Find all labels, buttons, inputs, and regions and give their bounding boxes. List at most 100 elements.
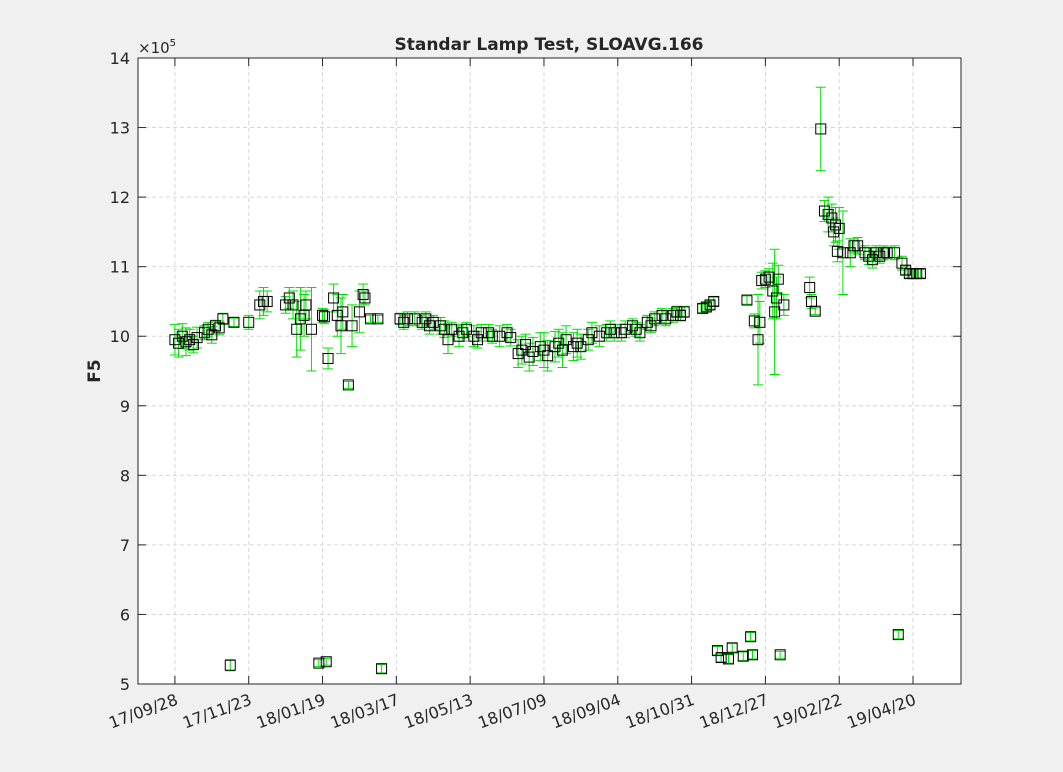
data-point: [516, 344, 528, 356]
data-point: [809, 305, 821, 317]
data-point: [601, 327, 613, 339]
errorbar: [775, 650, 786, 659]
data-point: [571, 337, 583, 349]
data-point: [586, 327, 598, 339]
y-tick-label: 10: [110, 327, 130, 346]
data-point: [763, 271, 775, 283]
data-point: [770, 292, 782, 304]
y-axis-label: F5: [85, 359, 105, 382]
errorbar: [192, 326, 203, 349]
data-point: [173, 337, 185, 349]
x-tick-label: 18/03/17: [328, 690, 402, 732]
data-point: [874, 250, 886, 262]
data-point: [804, 282, 816, 294]
data-point: [896, 257, 908, 269]
data-point: [826, 212, 838, 224]
x-tick-label: 17/11/23: [180, 690, 254, 732]
data-point: [353, 306, 365, 318]
data-point: [619, 323, 631, 335]
data-point: [342, 379, 354, 391]
data-point: [335, 320, 347, 332]
data-point: [708, 295, 720, 307]
data-point: [704, 299, 716, 311]
data-point: [486, 330, 498, 342]
data-point: [697, 302, 709, 314]
errorbar: [769, 248, 780, 375]
data-point: [224, 659, 236, 671]
data-point: [754, 316, 766, 328]
errorbar: [915, 268, 926, 279]
y-multiplier-exponent: 5: [170, 38, 176, 49]
chart-title: Standar Lamp Test, SLOAVG.166: [394, 35, 703, 55]
errorbar: [376, 664, 387, 674]
data-point: [645, 320, 657, 332]
errorbar: [893, 629, 904, 640]
data-point: [870, 247, 882, 259]
data-point: [815, 123, 827, 135]
data-point: [837, 247, 849, 259]
data-point: [649, 313, 661, 325]
data-point: [560, 334, 572, 346]
errorbar: [810, 307, 821, 316]
errorbar: [323, 347, 334, 370]
data-point: [715, 652, 727, 664]
x-tick-label: 19/04/20: [844, 690, 918, 732]
data-point: [210, 320, 222, 332]
errorbar: [586, 321, 597, 344]
errorbar: [228, 317, 239, 327]
data-point: [427, 316, 439, 328]
data-point: [457, 327, 469, 339]
data-point: [756, 275, 768, 287]
data-point: [748, 315, 760, 327]
data-point: [726, 642, 738, 654]
data-point: [608, 327, 620, 339]
data-point: [337, 306, 349, 318]
x-tick-label: 18/12/27: [697, 690, 771, 732]
data-point: [376, 663, 388, 675]
data-point: [359, 292, 371, 304]
data-point: [206, 329, 218, 341]
data-point: [567, 341, 579, 353]
data-point: [859, 247, 871, 259]
y-multiplier-base: ×10: [138, 39, 170, 57]
errorbar: [708, 296, 719, 307]
data-point: [401, 313, 413, 325]
data-point: [759, 273, 771, 285]
y-tick-label: 7: [120, 536, 130, 555]
errorbar: [716, 652, 727, 663]
data-point: [656, 309, 668, 321]
data-point: [892, 629, 904, 641]
data-point: [512, 348, 524, 360]
errorbar: [262, 290, 273, 313]
data-point: [881, 247, 893, 259]
data-point: [280, 299, 292, 311]
x-tick-label: 18/05/13: [401, 690, 475, 732]
data-point: [243, 316, 255, 328]
data-point: [667, 309, 679, 321]
data-point: [213, 322, 225, 334]
y-axis-multiplier: ×105: [138, 38, 176, 57]
data-point: [287, 299, 299, 311]
data-point: [889, 247, 901, 259]
data-point: [365, 313, 377, 325]
data-point: [346, 320, 358, 332]
errorbar: [753, 293, 764, 386]
errorbar: [306, 287, 317, 372]
data-point: [187, 339, 199, 351]
data-point: [420, 313, 432, 325]
data-point: [322, 352, 334, 364]
y-tick-label: 11: [110, 258, 130, 277]
data-point: [300, 299, 312, 311]
data-point: [615, 327, 627, 339]
errorbar: [372, 314, 383, 323]
errorbar: [527, 337, 538, 366]
data-point: [534, 341, 546, 353]
x-tick-label: 18/10/31: [623, 690, 697, 732]
data-point: [320, 656, 332, 668]
errorbar: [852, 236, 863, 255]
data-point: [523, 351, 535, 363]
errorbar: [815, 86, 826, 172]
data-point: [737, 650, 749, 662]
data-point: [494, 330, 506, 342]
data-point: [305, 323, 317, 335]
